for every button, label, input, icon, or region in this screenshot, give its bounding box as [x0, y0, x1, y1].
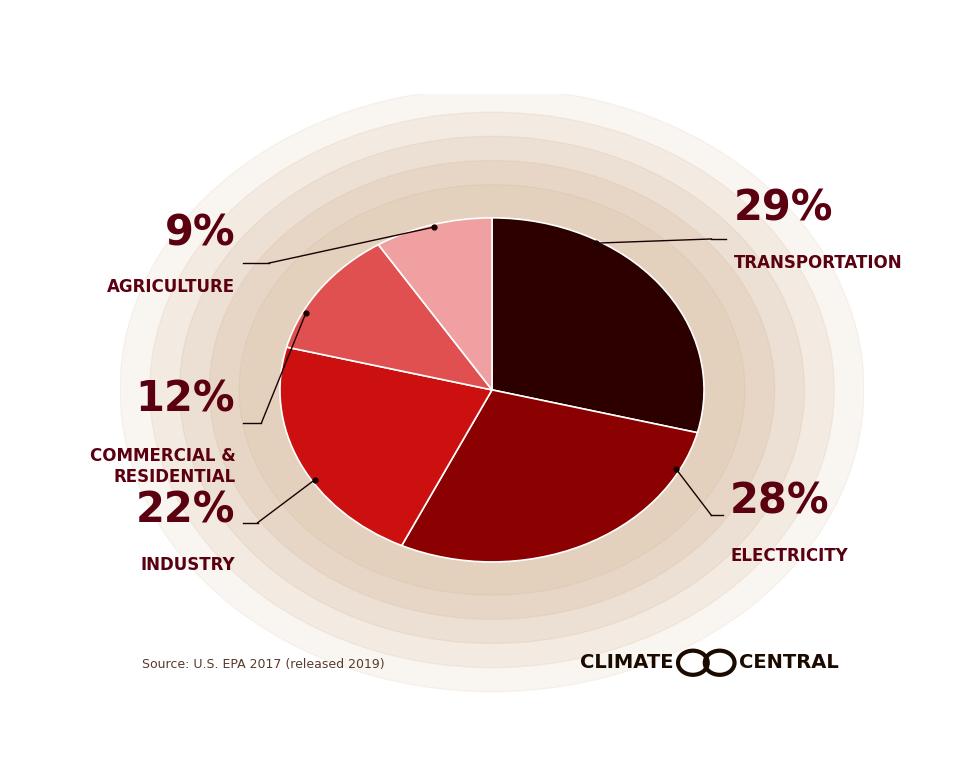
Text: CLIMATE: CLIMATE: [580, 653, 674, 672]
Text: INDUSTRY: INDUSTRY: [141, 556, 235, 574]
Text: COMMERCIAL &
RESIDENTIAL: COMMERCIAL & RESIDENTIAL: [89, 447, 235, 486]
Wedge shape: [492, 218, 704, 433]
Text: ELECTRICITY: ELECTRICITY: [730, 547, 848, 564]
Wedge shape: [280, 347, 492, 546]
Circle shape: [180, 136, 804, 644]
Text: 9%: 9%: [165, 212, 235, 254]
Text: 12%: 12%: [135, 378, 235, 420]
Circle shape: [239, 185, 745, 595]
Text: TRANSPORTATION: TRANSPORTATION: [733, 254, 902, 272]
Wedge shape: [378, 218, 492, 390]
Text: CENTRAL: CENTRAL: [739, 653, 839, 672]
Text: 29%: 29%: [733, 188, 833, 230]
Wedge shape: [287, 245, 492, 390]
Text: 28%: 28%: [730, 481, 829, 523]
Circle shape: [209, 161, 775, 619]
Text: AGRICULTURE: AGRICULTURE: [108, 278, 235, 296]
Circle shape: [150, 112, 834, 667]
Circle shape: [120, 88, 864, 691]
Text: 22%: 22%: [135, 490, 235, 532]
Wedge shape: [401, 390, 697, 562]
Text: Source: U.S. EPA 2017 (released 2019): Source: U.S. EPA 2017 (released 2019): [142, 658, 385, 670]
